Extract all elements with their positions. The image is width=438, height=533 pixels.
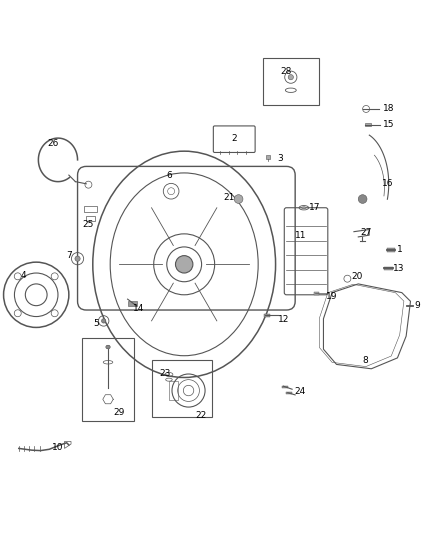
Text: 8: 8 (362, 356, 367, 365)
Text: 6: 6 (166, 171, 172, 180)
Text: 18: 18 (383, 104, 395, 114)
Text: 1: 1 (397, 246, 403, 254)
Text: 16: 16 (382, 179, 394, 188)
Bar (384, 266, 393, 270)
Bar (82, 338, 134, 421)
Text: 23: 23 (159, 369, 170, 377)
Bar (286, 392, 292, 394)
Text: 22: 22 (195, 411, 206, 420)
Ellipse shape (302, 207, 306, 209)
Text: 4: 4 (20, 271, 26, 280)
Circle shape (75, 256, 80, 261)
Text: 5: 5 (93, 319, 99, 328)
Text: 17: 17 (309, 203, 321, 212)
Text: 21: 21 (223, 193, 235, 202)
Bar (265, 155, 270, 158)
Text: 2: 2 (231, 134, 237, 143)
Text: 28: 28 (281, 67, 292, 76)
Text: 24: 24 (294, 387, 305, 397)
Text: 27: 27 (360, 228, 372, 237)
Text: 20: 20 (352, 272, 363, 280)
Circle shape (176, 256, 193, 273)
Circle shape (288, 75, 293, 80)
Circle shape (358, 195, 367, 204)
Bar (314, 292, 319, 295)
Bar (84, 206, 97, 212)
Text: 13: 13 (393, 264, 405, 273)
Bar (365, 123, 371, 126)
Bar (264, 313, 270, 317)
Text: 12: 12 (278, 315, 289, 324)
Bar (262, 58, 319, 106)
Circle shape (106, 345, 110, 349)
Text: 10: 10 (52, 442, 64, 451)
Text: 25: 25 (83, 220, 94, 229)
Circle shape (234, 195, 243, 204)
Text: 3: 3 (277, 154, 283, 163)
Bar (86, 215, 95, 221)
Text: 11: 11 (295, 231, 307, 240)
Text: 29: 29 (113, 408, 124, 417)
Bar (127, 301, 137, 305)
Circle shape (102, 319, 106, 323)
Text: 19: 19 (325, 293, 337, 302)
Text: 7: 7 (66, 251, 72, 260)
Bar (387, 248, 395, 252)
Text: 9: 9 (414, 301, 420, 310)
Text: 26: 26 (47, 139, 58, 148)
Bar (282, 386, 288, 389)
Text: 15: 15 (383, 120, 395, 129)
Bar (169, 381, 178, 400)
Text: 14: 14 (133, 304, 144, 313)
Bar (152, 360, 212, 417)
